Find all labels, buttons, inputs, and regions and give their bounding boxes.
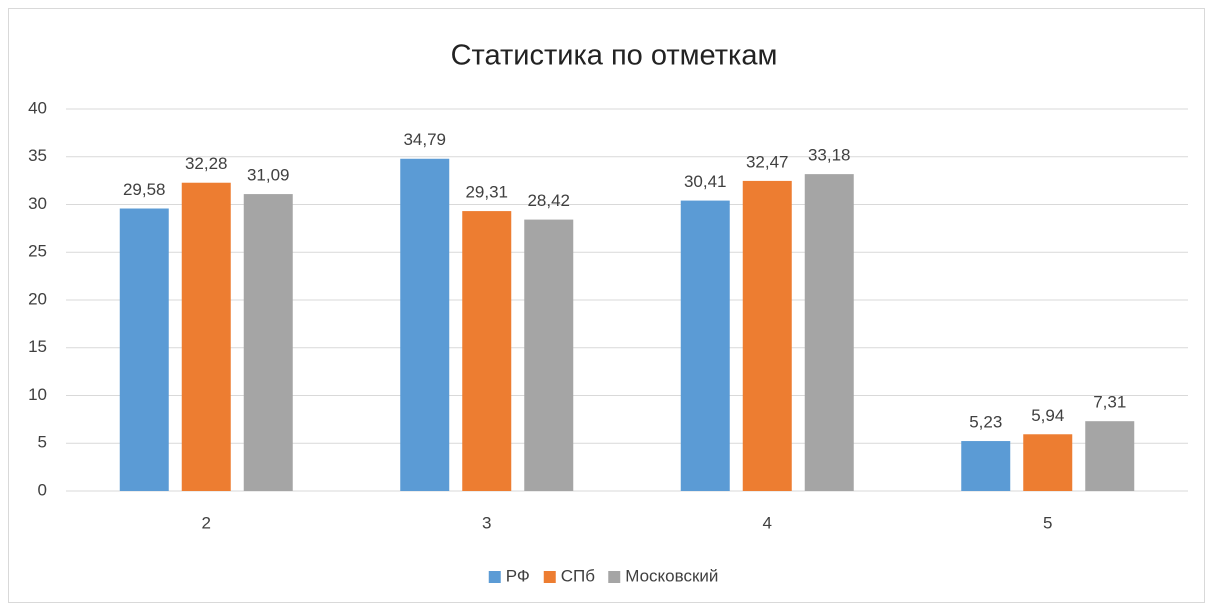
bar — [804, 174, 854, 492]
bar — [462, 211, 512, 492]
legend-label: РФ — [506, 566, 530, 585]
bar — [680, 200, 730, 491]
y-tick-label: 40 — [28, 98, 47, 117]
y-tick-label: 35 — [28, 146, 47, 165]
data-label: 32,47 — [746, 152, 789, 171]
x-tick-label: 5 — [1043, 513, 1052, 532]
y-tick-label: 20 — [28, 289, 47, 308]
legend-swatch — [543, 571, 556, 583]
y-tick-label: 25 — [28, 242, 47, 261]
data-label: 5,23 — [969, 413, 1002, 432]
legend-label: Московский — [625, 566, 718, 585]
data-label: 34,79 — [403, 130, 446, 149]
bar — [742, 180, 792, 491]
x-tick-label: 2 — [202, 513, 211, 532]
y-tick-label: 0 — [38, 480, 47, 499]
bar — [400, 158, 450, 491]
legend-swatch — [608, 571, 621, 583]
bar — [119, 208, 169, 492]
chart-title: Статистика по отметкам — [451, 40, 778, 72]
x-tick-label: 3 — [482, 513, 491, 532]
y-tick-label: 10 — [28, 385, 47, 404]
bar — [524, 219, 574, 492]
data-label: 28,42 — [527, 191, 570, 210]
x-tick-label: 4 — [763, 513, 772, 532]
y-tick-label: 30 — [28, 194, 47, 213]
data-label: 5,94 — [1031, 406, 1064, 425]
data-label: 31,09 — [247, 166, 290, 185]
data-label: 29,58 — [123, 180, 166, 199]
data-label: 29,31 — [465, 183, 508, 202]
bar — [961, 441, 1011, 491]
data-label: 32,28 — [185, 154, 228, 173]
y-tick-label: 15 — [28, 337, 47, 356]
legend-swatch — [488, 571, 501, 583]
bar — [1085, 421, 1135, 491]
bar — [1023, 434, 1073, 491]
legend-label: СПб — [561, 566, 595, 585]
y-tick-label: 5 — [38, 433, 47, 452]
bar — [181, 182, 231, 491]
data-label: 7,31 — [1093, 393, 1126, 412]
bar — [243, 194, 293, 491]
data-label: 30,41 — [684, 172, 727, 191]
data-label: 33,18 — [808, 146, 851, 165]
